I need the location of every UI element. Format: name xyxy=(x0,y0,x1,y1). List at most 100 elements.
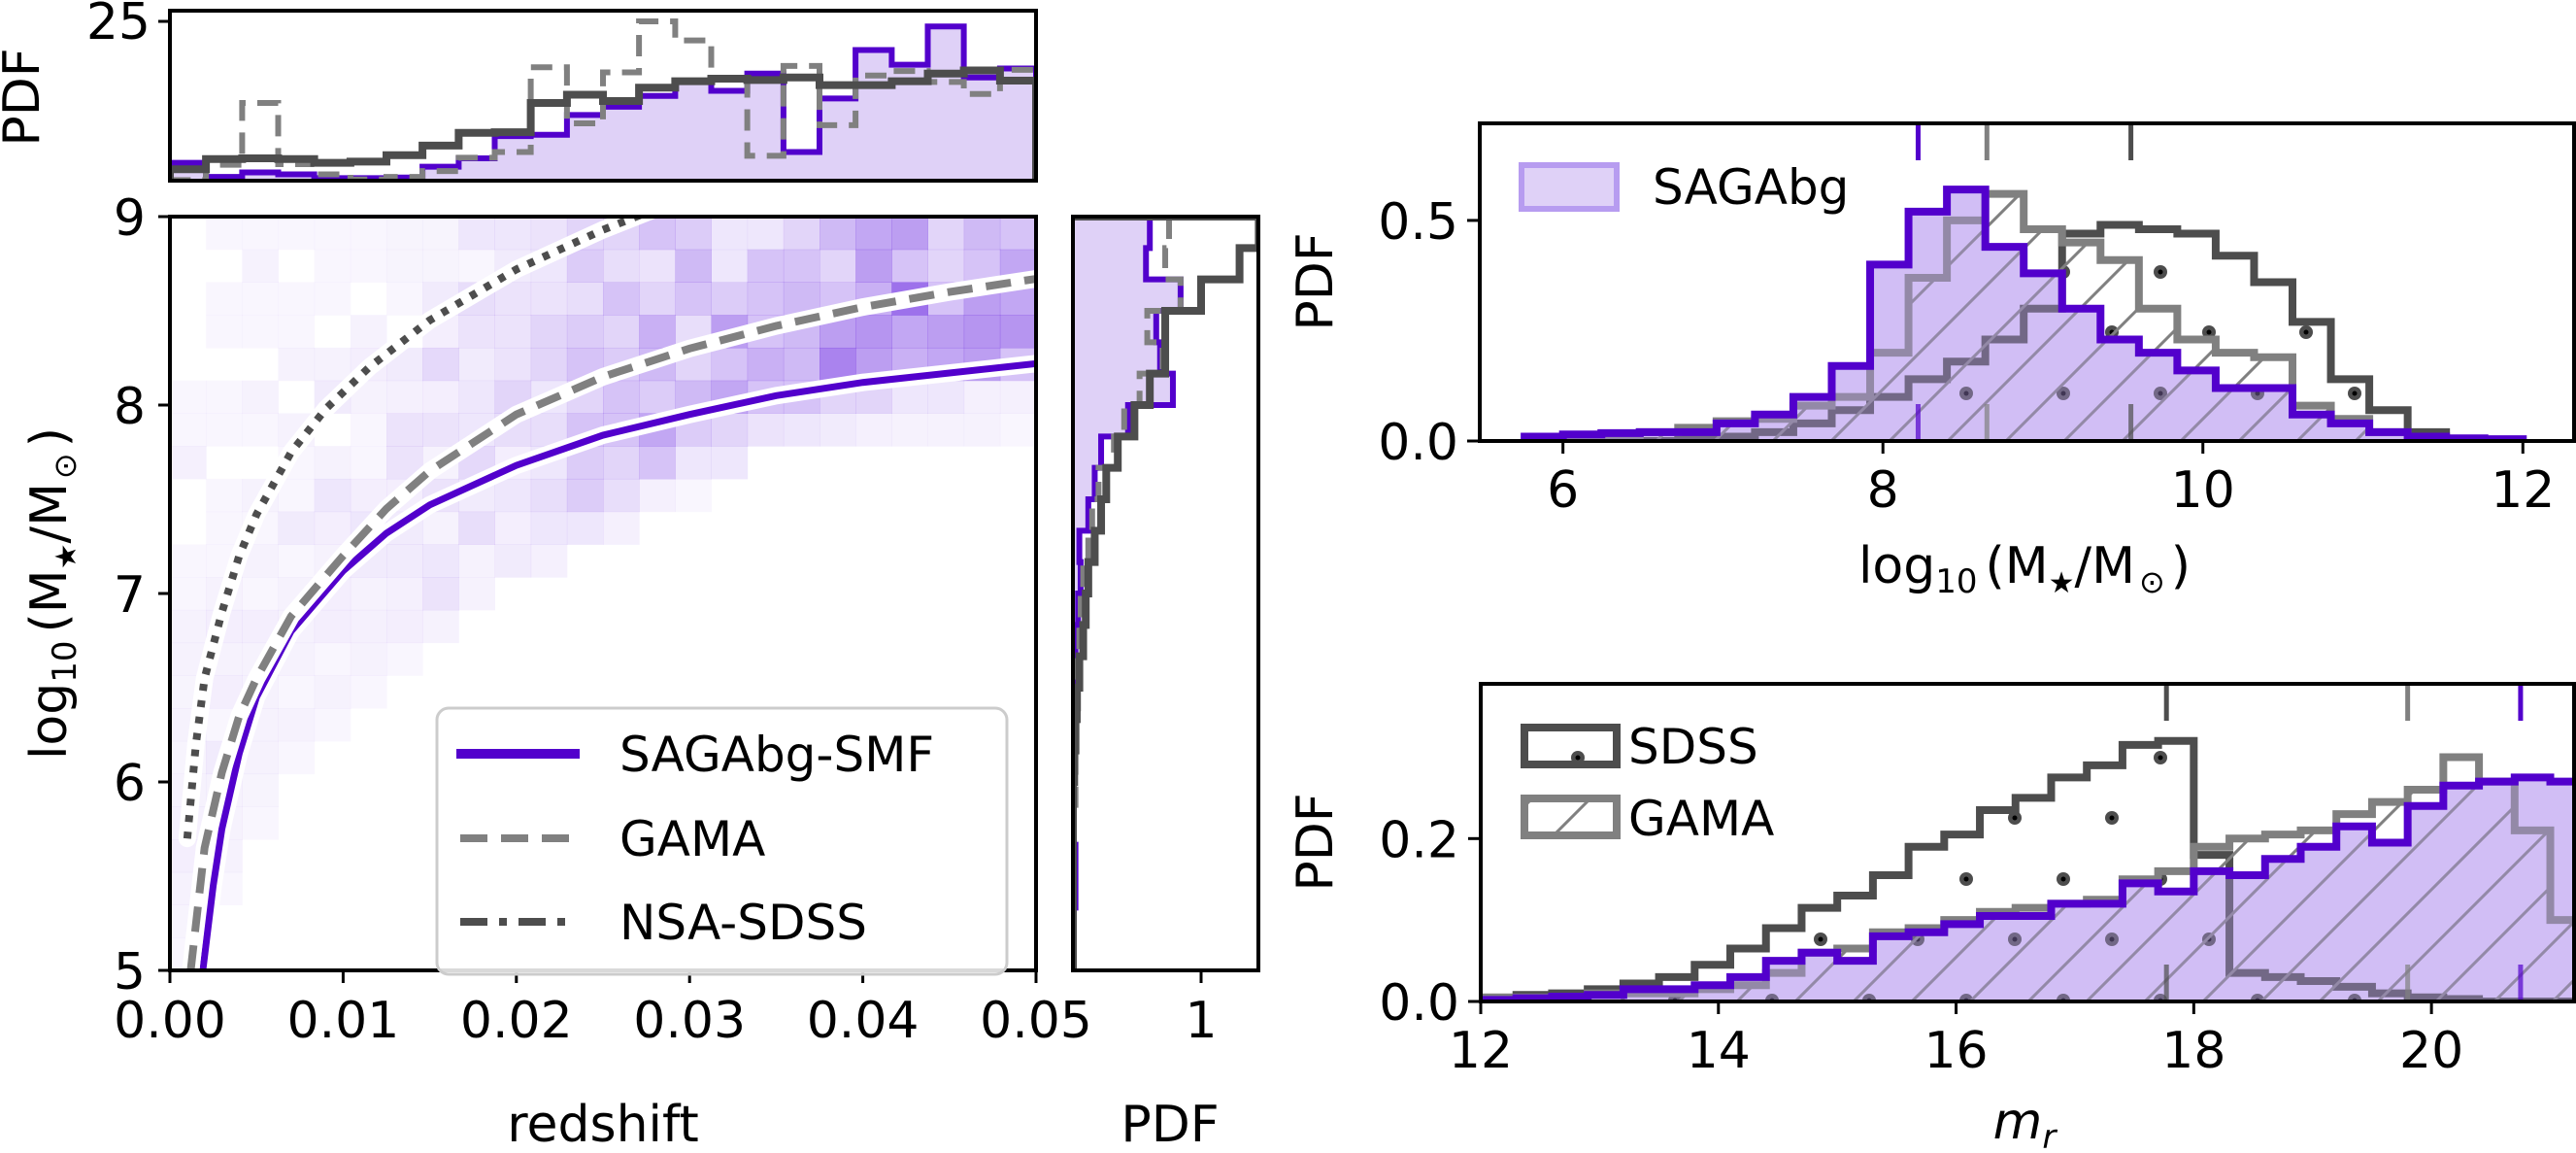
heatmap-cell xyxy=(278,740,316,775)
heatmap-cell xyxy=(711,282,749,316)
heatmap-cell xyxy=(783,413,820,447)
heatmap-cell xyxy=(422,217,459,251)
heatmap-cell xyxy=(350,249,387,283)
heatmap-cell xyxy=(566,282,604,316)
heatmap-cell xyxy=(639,249,676,283)
heatmap-cell xyxy=(278,347,316,382)
curve-sagabg-smf xyxy=(199,359,1036,970)
heatmap-cell xyxy=(458,347,495,382)
heatmap-cell xyxy=(242,773,279,807)
main-xtick-label: 0.03 xyxy=(633,992,746,1050)
legend-label-sagabg-smf: SAGAbg-SMF xyxy=(619,727,934,783)
heatmap-cell xyxy=(891,217,928,251)
heatmap-cell xyxy=(386,544,423,578)
curve-nsa-sdss xyxy=(183,217,648,839)
heatmap-cell xyxy=(820,413,856,447)
mass-hist-hatch-gama xyxy=(1524,193,2524,441)
mass-hist-xtick-label: 8 xyxy=(1867,461,1899,520)
heatmap-cell xyxy=(278,478,316,513)
heatmap-cell xyxy=(494,544,532,578)
mag-hist-hatch-gama xyxy=(1481,757,2574,1001)
heatmap-cell xyxy=(530,282,568,316)
heatmap-cell xyxy=(927,315,965,349)
heatmap-cell xyxy=(747,347,785,382)
heatmap-cell xyxy=(314,282,351,316)
mag-hist-dots-sdss xyxy=(1481,740,2574,1001)
mass-legend: SAGAbg xyxy=(1519,159,1849,216)
heatmap-cell xyxy=(820,249,856,283)
heatmap-cell xyxy=(386,642,423,676)
main-xtick-label: 0.02 xyxy=(460,992,573,1050)
heatmap-cell xyxy=(675,249,712,283)
right-marginal-frame xyxy=(1071,215,1260,972)
mass-ylabel: PDF xyxy=(1287,232,1345,330)
legend-label-gama-mag: GAMA xyxy=(1628,791,1774,847)
mag-hist-frame xyxy=(1479,682,2576,1003)
heatmap-cell xyxy=(350,217,387,251)
heatmap-cell xyxy=(494,478,532,513)
heatmap-cell xyxy=(783,249,820,283)
mag-hist-xtick-label: 18 xyxy=(2161,1022,2225,1080)
heatmap-cell xyxy=(242,282,279,316)
heatmap-cell xyxy=(422,347,459,382)
heatmap-cell xyxy=(242,249,279,283)
heatmap-cell xyxy=(639,380,676,414)
heatmap-cell xyxy=(458,217,495,251)
heatmap-cell xyxy=(278,675,316,709)
heatmap-cell xyxy=(458,544,495,578)
main-xticks: 0.00 0.01 0.02 0.03 0.04 0.05 xyxy=(114,970,1092,1050)
main-ytick-label: 7 xyxy=(114,566,146,625)
heatmap-cell xyxy=(927,217,965,251)
heatmap-cell xyxy=(855,413,892,447)
heatmap-cell xyxy=(675,282,712,316)
heatmap-cell xyxy=(314,511,351,545)
heatmap-cell xyxy=(639,446,676,480)
heatmap-cell xyxy=(783,217,820,251)
heatmap-cell xyxy=(278,511,316,545)
heatmap-cell xyxy=(422,511,459,545)
mass-hist-line-sagabg xyxy=(1521,186,2527,441)
heatmap-cell xyxy=(350,609,387,644)
heatmap-cell xyxy=(386,217,423,251)
heatmap-cell xyxy=(747,413,785,447)
completeness-curves xyxy=(178,217,1036,970)
main-xtick-label: 0.05 xyxy=(980,992,1092,1050)
heatmap-cell xyxy=(820,217,856,251)
mag-hist-panel: 12 14 16 18 20 0.0 0.2 PDF mr SDSS GAMA xyxy=(1287,682,2576,1153)
heatmap-cell xyxy=(422,577,459,611)
heatmap-cell xyxy=(747,249,785,283)
top-ytick-label-25: 25 xyxy=(86,0,151,51)
heatmap-cell xyxy=(350,413,387,447)
right-xlabel: PDF xyxy=(1121,1096,1219,1153)
heatmap-cell xyxy=(170,413,207,447)
heatmap-cell xyxy=(639,478,676,513)
heatmap-cell xyxy=(603,380,640,414)
heatmap-cell xyxy=(242,806,279,840)
top-marginal-plot-area xyxy=(170,18,1036,181)
heatmap-cell xyxy=(314,708,351,742)
legend-label-nsa-sdss: NSA-SDSS xyxy=(619,895,867,951)
heatmap-cell xyxy=(206,478,243,513)
heatmap-cell xyxy=(711,446,749,480)
heatmap-cell xyxy=(206,413,243,447)
mass-xlabel: log10 (M★/M ⊙) xyxy=(1858,537,2191,601)
heatmap-cell xyxy=(458,315,495,349)
right-marginal-panel: 1 PDF xyxy=(1071,215,1260,1153)
heatmap-cell xyxy=(350,446,387,480)
heatmap-cell xyxy=(386,413,423,447)
main-ytick-label: 8 xyxy=(114,378,146,436)
heatmap-cell xyxy=(711,413,749,447)
heatmap-cell xyxy=(783,347,820,382)
heatmap-cell xyxy=(747,282,785,316)
heatmap-cell xyxy=(386,380,423,414)
heatmap-cell xyxy=(603,249,640,283)
top-marginal-panel: 25 PDF xyxy=(0,0,1038,183)
heatmap-cell xyxy=(206,217,243,251)
mag-hist-plot-area xyxy=(1481,684,2574,1001)
heatmap-cell xyxy=(530,347,568,382)
heatmap-cell xyxy=(350,315,387,349)
main-ytick-label: 6 xyxy=(114,755,146,813)
main-xtick-label: 0.01 xyxy=(287,992,400,1050)
mag-hist-ytick-label: 0.0 xyxy=(1379,974,1459,1033)
heatmap-cell xyxy=(639,315,676,349)
